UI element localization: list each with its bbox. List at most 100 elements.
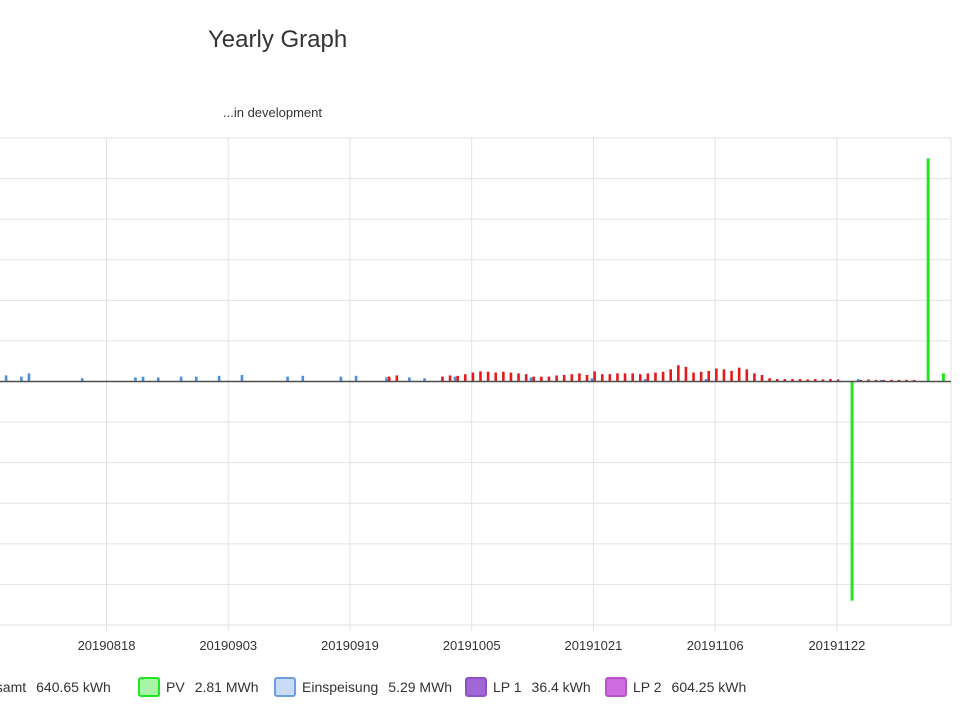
bar-einspeisung [286, 376, 289, 382]
bar-lp-2 [859, 379, 863, 382]
bar-pv [941, 373, 945, 382]
bar-lp-2 [578, 373, 581, 382]
x-tick-label: 20191106 [687, 638, 744, 653]
chart-grid [0, 137, 952, 631]
legend-item-gesamt[interactable]: esamt 640.65 kWh [0, 674, 111, 700]
bar-lp-2 [471, 372, 475, 382]
bar-lp-2 [813, 379, 817, 382]
legend-value: 640.65 kWh [36, 679, 111, 695]
x-tick-label: 20190903 [199, 638, 257, 653]
bar-lp-2 [479, 371, 482, 382]
bar-einspeisung [385, 377, 388, 382]
bar-einspeisung [704, 379, 708, 382]
bar-lp-2 [707, 370, 711, 382]
bar-lp-2 [897, 379, 901, 382]
bar-einspeisung [217, 375, 221, 382]
bar-lp-2 [791, 379, 794, 382]
legend-value: 36.4 kWh [531, 679, 591, 695]
bar-einspeisung [856, 379, 860, 382]
legend-swatch [605, 677, 627, 697]
bar-lp-2 [441, 376, 444, 382]
bar-lp-2 [562, 375, 566, 382]
bar-einspeisung [156, 377, 160, 382]
bar-lp-2 [753, 373, 756, 382]
bar-einspeisung [339, 376, 343, 382]
bar-einspeisung [423, 378, 426, 382]
bar-lp-2 [874, 379, 878, 382]
legend-value: 5.29 MWh [388, 679, 453, 695]
bar-lp-2 [692, 372, 695, 382]
bar-lp-2 [585, 375, 589, 382]
legend-item-einspeisung[interactable]: Einspeisung 5.29 MWh [274, 674, 452, 700]
bar-lp-2 [494, 372, 498, 382]
bar-lp-2 [593, 371, 596, 382]
bar-einspeisung [879, 379, 883, 382]
bar-lp-2 [570, 374, 574, 382]
bar-lp-2 [905, 379, 908, 382]
x-tick-label: 20191021 [565, 638, 623, 653]
bar-lp-2 [722, 369, 726, 382]
bar-lp-2 [638, 374, 642, 382]
bar-einspeisung [590, 378, 594, 382]
bar-lp-2 [631, 373, 634, 382]
bar-lp-2 [882, 379, 886, 382]
bar-lp-2 [783, 379, 787, 382]
bar-lp-2 [661, 371, 665, 382]
bar-lp-2 [608, 374, 612, 382]
bar-lp-2 [387, 376, 391, 382]
chart-subtitle: ...in development [223, 105, 323, 120]
bar-lp-2 [775, 379, 779, 382]
bar-einspeisung [529, 377, 533, 382]
bar-lp-2 [555, 375, 558, 382]
bar-einspeisung [141, 376, 145, 382]
bar-einspeisung [4, 375, 8, 382]
chart-bars [4, 158, 945, 601]
bar-lp-2 [836, 379, 840, 382]
bar-lp-2 [806, 379, 809, 382]
legend-item-lp1[interactable]: LP 1 36.4 kWh [465, 674, 591, 700]
x-tick-label: 20191005 [443, 638, 501, 653]
bar-lp-2 [547, 376, 551, 382]
bar-lp-2 [684, 366, 688, 382]
chart-title: Yearly Graph [208, 26, 348, 53]
legend-label: PV [166, 679, 185, 695]
legend-value: 2.81 MWh [194, 679, 259, 695]
bar-lp-2 [912, 379, 916, 382]
legend-label: Einspeisung [302, 679, 379, 695]
bar-lp-2 [463, 374, 467, 382]
legend-item-pv[interactable]: PV 2.81 MWh [138, 674, 259, 700]
bar-einspeisung [80, 378, 84, 382]
bar-lp-2 [890, 379, 893, 382]
bar-lp-2 [829, 379, 832, 382]
bar-lp-2 [623, 373, 627, 382]
legend-item-lp2[interactable]: LP 2 604.25 kWh [605, 674, 746, 700]
bar-lp-2 [654, 372, 657, 382]
bar-einspeisung [20, 376, 23, 382]
bar-lp-2 [600, 374, 604, 382]
bar-lp-2 [768, 378, 771, 382]
bar-lp-2 [486, 371, 490, 382]
bar-einspeisung [354, 375, 358, 382]
bar-lp-2 [517, 373, 520, 382]
x-tick-label: 20191122 [808, 638, 865, 653]
bar-lp-2 [867, 379, 870, 382]
bar-lp-2 [715, 368, 718, 382]
bar-lp-2 [798, 379, 802, 382]
legend-label: LP 2 [633, 679, 662, 695]
bar-lp-2 [646, 373, 650, 382]
bar-pv [850, 381, 854, 601]
bar-lp-2 [677, 365, 680, 382]
bar-einspeisung [643, 379, 647, 382]
bar-einspeisung [27, 373, 31, 382]
bar-einspeisung [240, 375, 244, 382]
bar-einspeisung [179, 376, 183, 382]
bar-lp-2 [448, 375, 452, 382]
bar-lp-2 [745, 369, 749, 382]
bar-einspeisung [195, 376, 198, 382]
bar-pv [926, 158, 930, 382]
legend-value: 604.25 kWh [671, 679, 747, 695]
bar-lp-2 [760, 375, 764, 382]
bar-lp-2 [456, 375, 459, 382]
legend-label: esamt [0, 679, 27, 695]
bar-lp-2 [699, 371, 703, 382]
